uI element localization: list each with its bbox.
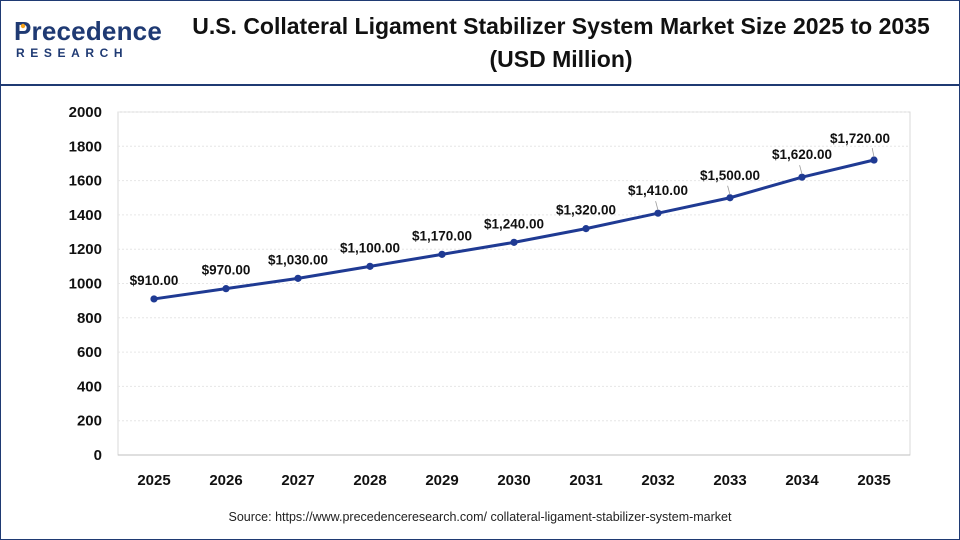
brand-mark-icon [20,23,26,29]
label-leader [799,165,803,175]
brand-name: Precedence [14,16,162,46]
x-tick-label: 2027 [281,472,314,489]
source-note: Source: https://www.precedenceresearch.c… [228,510,732,524]
x-tick-label: 2028 [353,472,386,489]
x-tick-label: 2025 [137,472,170,489]
label-leader [871,147,875,158]
data-point [150,295,158,303]
data-label: $1,100.00 [340,240,400,255]
header-bar: Precedence RESEARCH U.S. Collateral Liga… [0,0,960,86]
data-label: $1,030.00 [268,252,328,267]
x-tick-label: 2026 [209,472,242,489]
data-label: $1,170.00 [412,228,472,243]
label-leader [655,201,659,211]
data-point [222,285,230,293]
line-chart: 0 200 400 600 800 1000 1200 1400 1600 1800 2000 202… [69,104,911,489]
y-tick-label: 1800 [69,138,102,155]
y-tick-label: 1000 [69,276,102,293]
x-tick-label: 2035 [857,472,890,489]
chart-title: U.S. Collateral Ligament Stabilizer Syst… [192,13,930,72]
y-tick-label: 400 [77,378,102,395]
data-point [438,250,446,258]
data-point [798,173,806,181]
y-tick-label: 0 [94,447,102,464]
y-tick-label: 600 [77,344,102,361]
y-tick-label: 1200 [69,241,102,258]
data-label: $1,720.00 [830,131,890,146]
data-label: $910.00 [130,273,179,288]
y-tick-label: 2000 [69,104,102,121]
data-point [510,238,518,246]
data-point [294,274,302,282]
label-leader [727,185,731,195]
x-tick-label: 2029 [425,472,458,489]
x-tick-label: 2031 [569,472,602,489]
data-label: $1,320.00 [556,203,616,218]
data-point [582,225,590,233]
data-label: $1,410.00 [628,183,688,198]
y-tick-label: 1600 [69,173,102,190]
x-tick-label: 2030 [497,472,530,489]
x-tick-label: 2034 [785,472,819,489]
x-tick-label: 2032 [641,472,674,489]
y-tick-label: 800 [77,310,102,327]
data-point [654,209,662,217]
brand-logo: Precedence RESEARCH [14,16,164,66]
data-point [870,156,878,164]
data-point [366,262,374,270]
data-label: $1,500.00 [700,168,760,183]
y-tick-label: 200 [77,413,102,430]
data-label: $1,620.00 [772,147,832,162]
x-tick-label: 2033 [713,472,746,489]
brand-sub: RESEARCH [16,46,129,60]
data-label: $970.00 [202,263,251,278]
data-point [726,194,734,202]
y-tick-label: 1400 [69,207,102,224]
data-label: $1,240.00 [484,216,544,231]
